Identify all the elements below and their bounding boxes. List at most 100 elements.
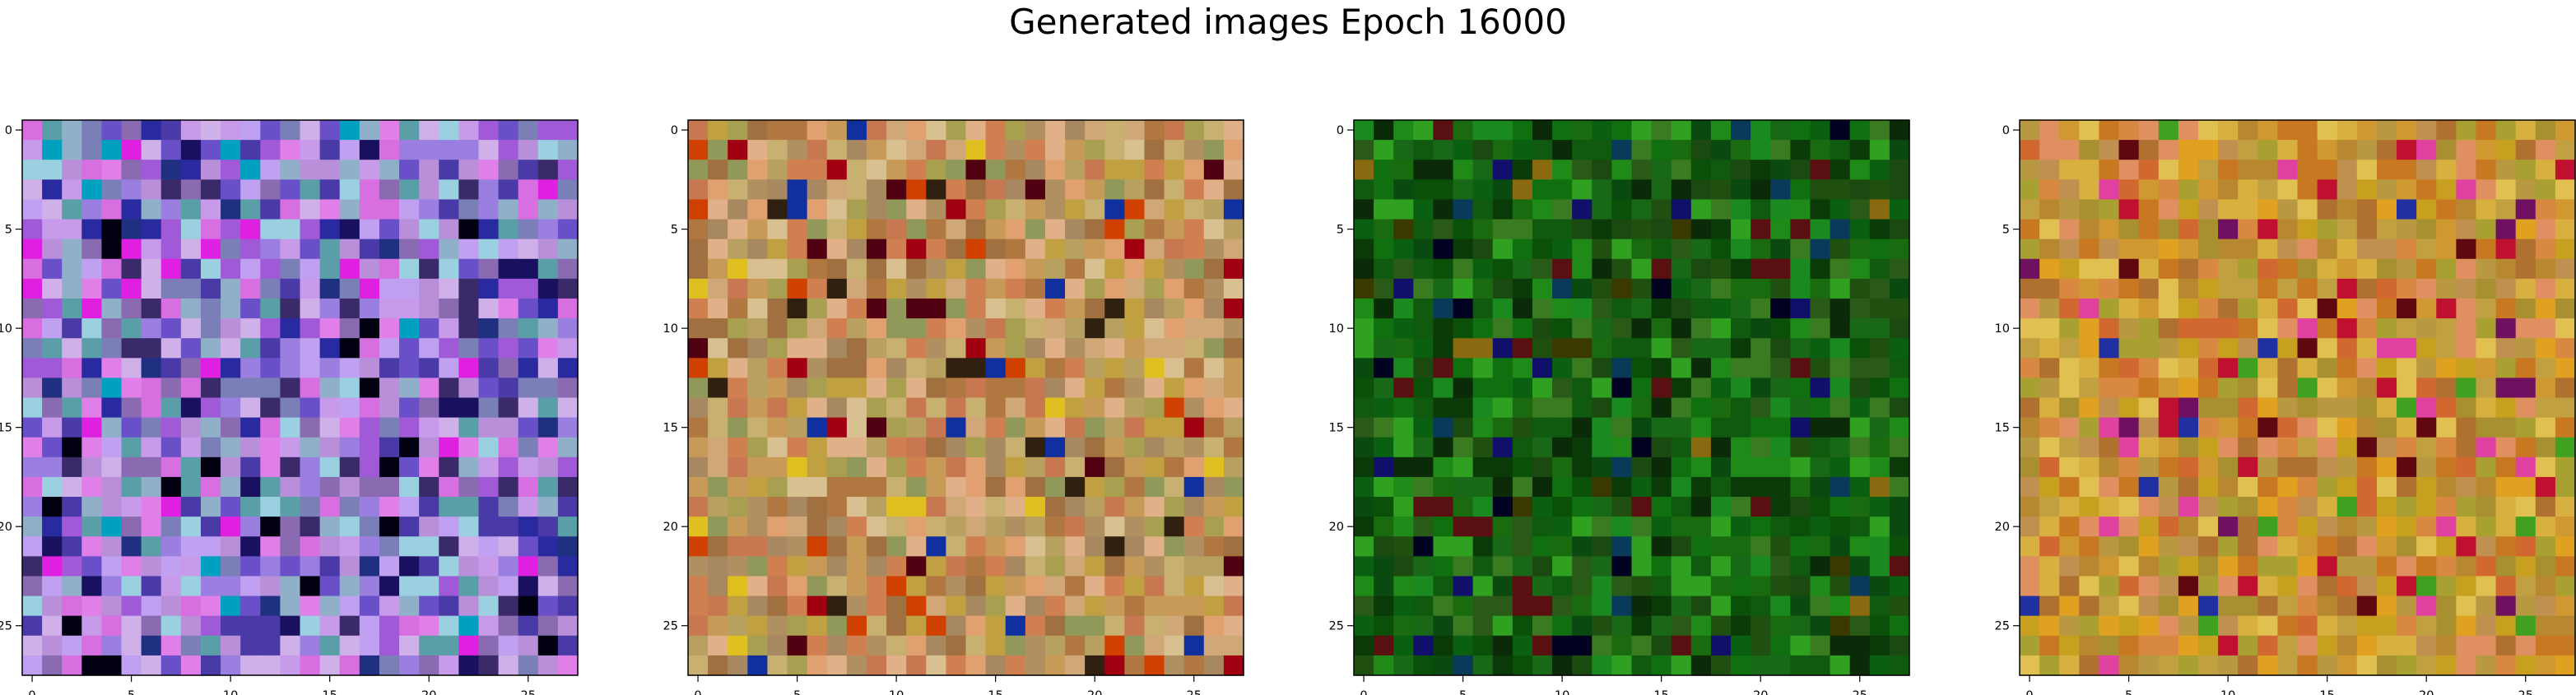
pixel-cell	[2118, 536, 2140, 557]
pixel-cell	[1104, 437, 1125, 458]
pixel-cell	[1005, 378, 1026, 399]
pixel-cell	[866, 536, 887, 557]
pixel-cell	[965, 258, 987, 280]
pixel-cell	[1830, 615, 1851, 637]
pixel-cell	[478, 556, 500, 577]
pixel-cell	[2059, 456, 2080, 478]
pixel-cell	[121, 358, 142, 378]
pixel-cell	[807, 595, 828, 617]
pixel-cell	[1223, 635, 1244, 656]
pixel-cell	[2337, 536, 2358, 557]
pixel-cell	[2436, 556, 2457, 577]
pixel-cell	[2515, 358, 2536, 378]
pixel-cell	[1393, 536, 1414, 557]
pixel-cell	[1164, 278, 1185, 299]
pixel-cell	[339, 397, 360, 419]
pixel-cell	[1552, 338, 1573, 359]
pixel-cell	[2277, 338, 2299, 359]
pixel-cell	[2515, 556, 2536, 577]
pixel-cell	[1770, 595, 1791, 617]
pixel-cell	[2317, 476, 2338, 498]
pixel-cell	[708, 278, 728, 299]
pixel-cell	[1354, 595, 1374, 617]
pixel-cell	[1025, 556, 1046, 577]
pixel-cell	[866, 378, 887, 399]
pixel-cell	[1453, 576, 1474, 597]
pixel-cell	[419, 497, 439, 517]
pixel-cell	[200, 120, 221, 141]
pixel-cell	[965, 199, 987, 220]
pixel-cell	[339, 199, 360, 220]
pixel-cell	[2356, 536, 2378, 557]
pixel-cell	[787, 219, 808, 240]
pixel-cell	[319, 517, 341, 537]
pixel-cell	[1770, 318, 1791, 339]
pixel-cell	[767, 635, 788, 656]
pixel-cell	[1393, 456, 1414, 478]
pixel-cell	[2397, 476, 2417, 498]
pixel-cell	[2376, 378, 2397, 399]
pixel-cell	[1810, 655, 1831, 676]
pixel-cell	[1690, 556, 1712, 577]
pixel-cell	[1453, 120, 1474, 141]
pixel-cell	[2337, 595, 2358, 617]
pixel-cell	[2337, 199, 2358, 220]
pixel-cell	[728, 120, 748, 141]
pixel-cell	[2178, 556, 2199, 577]
pixel-cell	[767, 338, 788, 359]
pixel-cell	[1731, 160, 1751, 180]
pixel-cell	[101, 160, 123, 180]
pixel-cell	[767, 615, 788, 637]
pixel-cell	[1690, 655, 1712, 676]
pixel-cell	[1433, 120, 1454, 141]
pixel-cell	[1223, 476, 1244, 498]
pixel-cell	[2079, 456, 2100, 478]
pixel-cell	[1223, 219, 1244, 240]
pixel-cell	[906, 338, 927, 359]
pixel-cell	[200, 140, 221, 160]
pixel-cell	[1393, 258, 1414, 280]
pixel-cell	[1183, 615, 1205, 637]
pixel-cell	[2297, 298, 2318, 319]
pixel-cell	[1810, 595, 1831, 617]
pixel-cell	[1472, 239, 1494, 260]
pixel-cell	[886, 160, 907, 180]
pixel-cell	[2376, 437, 2397, 458]
pixel-cell	[121, 160, 142, 180]
pixel-cell	[2238, 140, 2258, 160]
pixel-cell	[2020, 497, 2040, 517]
pixel-cell	[826, 517, 848, 537]
pixel-cell	[81, 219, 103, 240]
pixel-cell	[319, 160, 341, 180]
pixel-cell	[1552, 120, 1573, 141]
pixel-cell	[1631, 160, 1653, 180]
pixel-cell	[1849, 476, 1871, 498]
pixel-cell	[1731, 278, 1751, 299]
pixel-cell	[379, 655, 400, 676]
pixel-cell	[260, 576, 281, 597]
pixel-cell	[965, 318, 987, 339]
pixel-cell	[160, 160, 182, 180]
pixel-cell	[1104, 160, 1125, 180]
pixel-cell	[1065, 517, 1086, 537]
pixel-cell	[1869, 397, 1890, 419]
pixel-cell	[2039, 318, 2060, 339]
pixel-cell	[2555, 556, 2576, 577]
pixel-cell	[81, 417, 103, 438]
pixel-cell	[728, 219, 748, 240]
pixel-cell	[458, 437, 480, 458]
pixel-cell	[2039, 239, 2060, 260]
pixel-cell	[1830, 160, 1851, 180]
pixel-cell	[2118, 120, 2140, 141]
pixel-cell	[1810, 615, 1831, 637]
pixel-cell	[2555, 517, 2576, 537]
pixel-cell	[1453, 615, 1474, 637]
pixel-cell	[1492, 576, 1514, 597]
pixel-cell	[2495, 517, 2517, 537]
pixel-cell	[121, 576, 142, 597]
pixel-cell	[985, 298, 1007, 319]
pixel-cell	[2099, 358, 2120, 378]
pixel-cell	[300, 497, 321, 517]
pixel-cell	[1810, 278, 1831, 299]
pixel-cell	[379, 298, 400, 319]
